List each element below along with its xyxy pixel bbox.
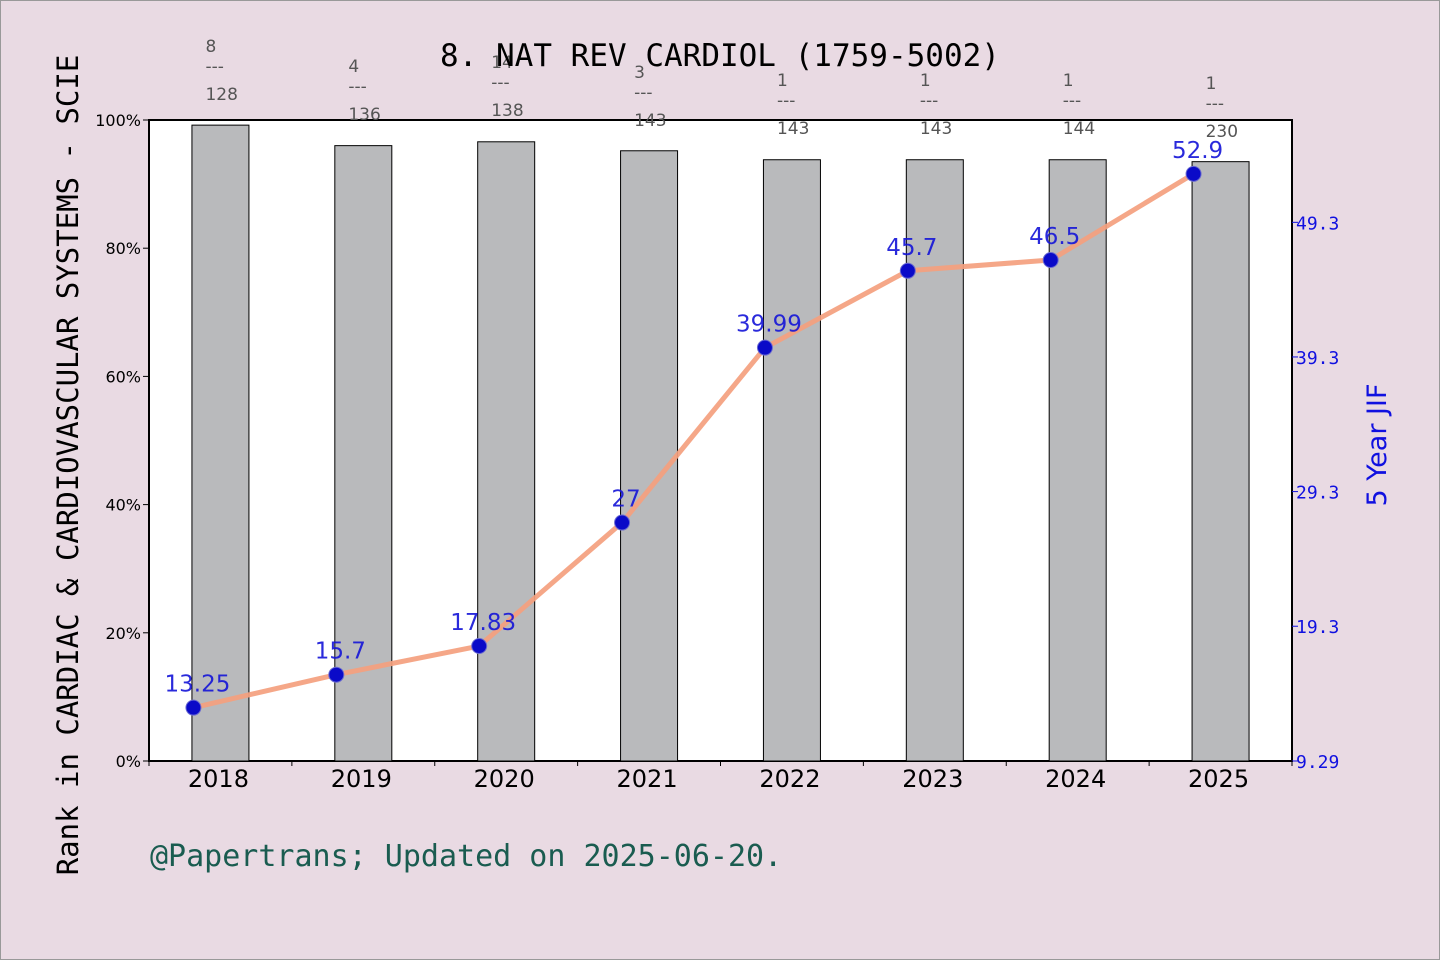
jif-point bbox=[471, 638, 488, 655]
right-axis-tick-label: 49.3 bbox=[1296, 213, 1339, 234]
rank-total: 143 bbox=[920, 119, 952, 139]
jif-line-layer: 13.25 15.7 17.83 27 39.99 45.7 46.5 52.9 bbox=[165, 138, 1223, 716]
bar bbox=[334, 145, 393, 762]
bar bbox=[620, 150, 679, 762]
bar bbox=[191, 124, 250, 762]
rank-total: 143 bbox=[634, 111, 666, 131]
x-axis-tick-label: 2023 bbox=[902, 765, 963, 793]
left-axis-tick-label: 40% bbox=[105, 496, 141, 515]
rank-value: 1 bbox=[1063, 71, 1074, 91]
x-axis-tick-label: 2025 bbox=[1188, 765, 1249, 793]
left-axis-tick-label: 100% bbox=[95, 111, 141, 130]
rank-value: 1 bbox=[920, 71, 931, 91]
jif-point bbox=[185, 699, 202, 716]
rank-separator: --- bbox=[1063, 91, 1081, 111]
jif-point-label: 39.99 bbox=[736, 312, 802, 338]
jif-line bbox=[192, 171, 1195, 711]
x-axis-tick-label: 2022 bbox=[759, 765, 820, 793]
axes-layer: 0% 20% 40% 60% 80% 100% 9.29 19.3 29.3 39.3 49.3 20… bbox=[95, 111, 1339, 793]
right-axis-title: 5 Year JIF bbox=[1362, 384, 1393, 507]
bars-layer bbox=[191, 124, 1250, 762]
jif-point-label: 46.5 bbox=[1029, 224, 1080, 250]
rank-separator: --- bbox=[1206, 94, 1224, 114]
rank-total: 143 bbox=[777, 119, 809, 139]
left-axis-tick-label: 60% bbox=[105, 367, 141, 386]
x-axis-tick-label: 2020 bbox=[474, 765, 535, 793]
rank-separator: --- bbox=[348, 77, 366, 97]
rank-separator: --- bbox=[920, 91, 938, 111]
jif-point-label: 45.7 bbox=[886, 235, 937, 261]
rank-value: 1 bbox=[1206, 74, 1217, 94]
jif-point-label: 17.83 bbox=[450, 610, 516, 636]
rank-separator: --- bbox=[205, 57, 223, 77]
right-axis-tick-label: 29.3 bbox=[1296, 483, 1339, 504]
jif-point-label: 15.7 bbox=[315, 639, 366, 665]
jif-point-label: 52.9 bbox=[1172, 138, 1223, 164]
rank-labels-layer: 8---1284---13614---1383---1431---1431---… bbox=[205, 37, 1238, 142]
x-axis-tick-label: 2021 bbox=[617, 765, 678, 793]
bar bbox=[905, 159, 964, 762]
jif-point bbox=[756, 339, 773, 356]
jif-point-label: 27 bbox=[611, 487, 640, 513]
x-axis-tick-label: 2019 bbox=[331, 765, 392, 793]
bar bbox=[1048, 159, 1107, 762]
jif-point-label: 13.25 bbox=[165, 672, 231, 698]
jif-point bbox=[614, 514, 631, 531]
bar bbox=[762, 159, 821, 762]
jif-point bbox=[1185, 165, 1202, 182]
rank-total: 144 bbox=[1063, 119, 1095, 139]
left-axis-tick-label: 0% bbox=[116, 752, 141, 771]
right-axis-tick-label: 19.3 bbox=[1296, 617, 1339, 638]
rank-value: 14 bbox=[491, 53, 513, 73]
jif-point bbox=[1042, 252, 1059, 269]
rank-separator: --- bbox=[634, 83, 652, 103]
rank-total: 136 bbox=[348, 105, 380, 125]
rank-total: 128 bbox=[205, 85, 237, 105]
bar bbox=[1191, 161, 1250, 762]
bar bbox=[477, 141, 536, 762]
rank-total: 230 bbox=[1206, 122, 1238, 142]
left-axis-tick-label: 20% bbox=[105, 624, 141, 643]
rank-value: 1 bbox=[777, 71, 788, 91]
right-axis-tick-label: 9.29 bbox=[1296, 752, 1339, 773]
jif-point bbox=[899, 262, 916, 279]
rank-value: 4 bbox=[348, 57, 359, 77]
jif-point bbox=[328, 666, 345, 683]
x-axis-tick-label: 2024 bbox=[1045, 765, 1106, 793]
left-axis-title: Rank in CARDIAC & CARDIOVASCULAR SYSTEMS… bbox=[51, 55, 85, 876]
rank-total: 138 bbox=[491, 101, 523, 121]
rank-separator: --- bbox=[491, 73, 509, 93]
left-axis-tick-label: 80% bbox=[105, 239, 141, 258]
rank-value: 3 bbox=[634, 63, 645, 83]
chart-title: 8. NAT REV CARDIOL (1759-5002) bbox=[440, 38, 1000, 74]
x-axis-tick-label: 2018 bbox=[188, 765, 249, 793]
footer-note: @Papertrans; Updated on 2025-06-20. bbox=[150, 839, 782, 874]
right-axis-tick-label: 39.3 bbox=[1296, 348, 1339, 369]
rank-value: 8 bbox=[205, 37, 216, 57]
rank-separator: --- bbox=[777, 91, 795, 111]
